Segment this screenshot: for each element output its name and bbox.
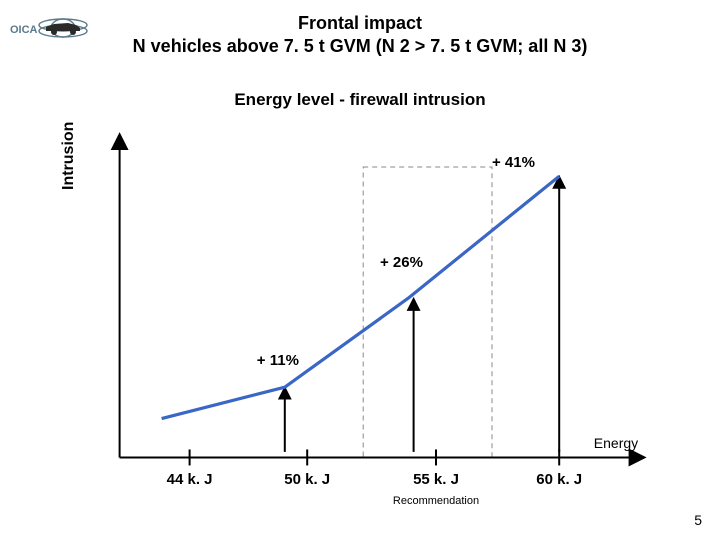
y-axis-label: Intrusion: [60, 122, 78, 190]
chart-svg: [100, 130, 660, 500]
title-line-1: Frontal impact: [0, 12, 720, 35]
slide-number: 5: [694, 512, 702, 528]
chart: 44 k. J 50 k. J 55 k. J 60 k. J + 11% + 26% + …: [100, 130, 660, 500]
annotation-1: + 26%: [380, 254, 423, 271]
xtick-label-3: 60 k. J: [536, 471, 582, 488]
x-axis-label: Energy: [594, 435, 638, 451]
xtick-label-1: 50 k. J: [284, 471, 330, 488]
annotation-2: + 41%: [492, 154, 535, 171]
slide-title: Frontal impact N vehicles above 7. 5 t G…: [0, 12, 720, 59]
title-line-2: N vehicles above 7. 5 t GVM (N 2 > 7. 5 …: [0, 35, 720, 58]
intrusion-line: [162, 176, 560, 418]
annotation-0: + 11%: [257, 352, 299, 369]
recommendation-label: Recommendation: [393, 495, 479, 507]
chart-subtitle: Energy level - firewall intrusion: [0, 90, 720, 110]
xtick-label-0: 44 k. J: [167, 471, 213, 488]
recommendation-box: [363, 167, 492, 457]
xtick-label-2: 55 k. J: [413, 471, 459, 488]
